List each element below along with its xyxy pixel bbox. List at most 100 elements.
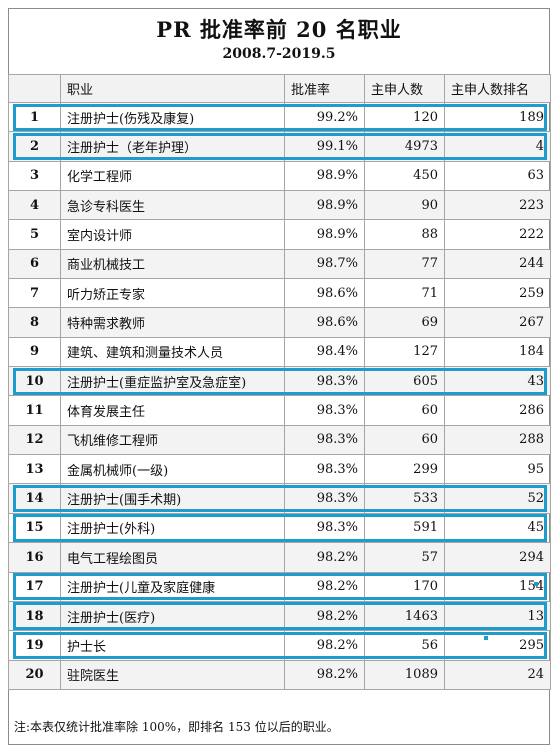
approval-rate-cell: 98.3% — [284, 454, 365, 485]
table-row: 5 室内设计师 98.9% 88 222 — [8, 219, 551, 250]
table-row: 6 商业机械技工 98.7% 77 244 — [8, 248, 551, 280]
rank-cell: 1 — [8, 101, 61, 133]
occupation-cell: 体育发展主任 — [60, 395, 285, 426]
header-applicant-rank: 主申人数排名 — [444, 74, 551, 103]
row-highlight-box — [12, 132, 547, 161]
table-row: 7 听力矫正专家 98.6% 71 259 — [8, 278, 551, 309]
table-row: 11 体育发展主任 98.3% 60 286 — [8, 395, 551, 426]
row-highlight-box — [12, 367, 547, 395]
occupation-cell: 急诊专科医生 — [60, 190, 285, 221]
applicants-cell: 170 — [364, 571, 445, 602]
applicant-rank-cell: 184 — [444, 336, 551, 368]
header-approval-rate: 批准率 — [284, 74, 365, 103]
occupation-cell: 注册护士（老年护理） — [60, 131, 285, 162]
approval-rate-cell: 98.9% — [284, 190, 365, 221]
applicants-cell: 60 — [364, 395, 445, 426]
table-row: 12 飞机维修工程师 98.3% 60 288 — [8, 424, 551, 456]
row-highlight-box — [12, 514, 547, 542]
applicants-cell: 1089 — [364, 659, 445, 690]
approval-rate-cell: 98.3% — [284, 366, 365, 397]
approval-rate-cell: 99.1% — [284, 131, 365, 162]
applicants-cell: 77 — [364, 248, 445, 280]
row-highlight-box — [12, 484, 547, 513]
approval-rate-cell: 98.7% — [284, 248, 365, 280]
table-row: 9 建筑、建筑和测量技术人员 98.4% 127 184 — [8, 336, 551, 368]
occupation-cell: 室内设计师 — [60, 219, 285, 250]
rank-cell: 16 — [8, 542, 61, 573]
occupation-cell: 建筑、建筑和测量技术人员 — [60, 336, 285, 368]
approval-rate-cell: 98.6% — [284, 307, 365, 338]
header-rank — [8, 74, 61, 103]
applicant-rank-cell: 52 — [444, 483, 551, 514]
table-row: 16 电气工程绘图员 98.2% 57 294 — [8, 542, 551, 573]
occupation-cell: 注册护士(重症监护室及急症室) — [60, 366, 285, 397]
rank-cell: 7 — [8, 278, 61, 309]
occupation-cell: 化学工程师 — [60, 160, 285, 192]
table-row: 8 特种需求教师 98.6% 69 267 — [8, 307, 551, 338]
occupation-cell: 注册护士(伤残及康复) — [60, 101, 285, 133]
approval-rate-cell: 98.3% — [284, 395, 365, 426]
applicant-rank-cell: 13 — [444, 600, 551, 632]
occupation-cell: 金属机械师(一级) — [60, 454, 285, 485]
rank-cell: 4 — [8, 190, 61, 221]
blue-dot-mark — [534, 582, 538, 586]
table-row: 14 注册护士(围手术期) 98.3% 533 52 — [8, 483, 551, 514]
page-subtitle: 2008.7-2019.5 — [222, 46, 336, 62]
table-row: 1 注册护士(伤残及康复) 99.2% 120 189 — [8, 101, 551, 133]
applicant-rank-cell: 288 — [444, 424, 551, 456]
applicant-rank-cell: 223 — [444, 190, 551, 221]
table-row: 2 注册护士（老年护理） 99.1% 4973 4 — [8, 131, 551, 162]
table-row: 4 急诊专科医生 98.9% 90 223 — [8, 190, 551, 221]
page-title: PR 批准率前 20 名职业 — [156, 17, 402, 42]
applicants-cell: 60 — [364, 424, 445, 456]
row-highlight-box — [12, 602, 547, 630]
applicant-rank-cell: 286 — [444, 395, 551, 426]
approval-rate-cell: 98.3% — [284, 424, 365, 456]
table-body: 1 注册护士(伤残及康复) 99.2% 120 189 2 注册护士（老年护理） 99.1% 4… — [8, 101, 551, 690]
table-header-row: 职业 批准率 主申人数 主申人数排名 — [8, 74, 551, 103]
occupation-cell: 听力矫正专家 — [60, 278, 285, 309]
occupation-cell: 驻院医生 — [60, 659, 285, 690]
rank-cell: 11 — [8, 395, 61, 426]
header-occupation: 职业 — [60, 74, 285, 103]
occupation-cell: 护士长 — [60, 630, 285, 661]
approval-rate-cell: 98.2% — [284, 630, 365, 661]
approval-rate-cell: 98.2% — [284, 600, 365, 632]
applicant-rank-cell: 24 — [444, 659, 551, 690]
rank-cell: 10 — [8, 366, 61, 397]
occupation-cell: 注册护士(围手术期) — [60, 483, 285, 514]
applicants-cell: 120 — [364, 101, 445, 133]
occupation-cell: 电气工程绘图员 — [60, 542, 285, 573]
applicants-cell: 71 — [364, 278, 445, 309]
row-highlight-box — [12, 573, 547, 601]
rank-cell: 5 — [8, 219, 61, 250]
rank-cell: 3 — [8, 160, 61, 192]
rank-cell: 13 — [8, 454, 61, 485]
approval-rate-cell: 98.6% — [284, 278, 365, 309]
rank-cell: 18 — [8, 600, 61, 632]
applicant-rank-cell: 244 — [444, 248, 551, 280]
blue-dot-mark — [484, 636, 488, 640]
row-highlight-box — [12, 103, 547, 131]
table-row: 10 注册护士(重症监护室及急症室) 98.3% 605 43 — [8, 366, 551, 397]
applicants-cell: 127 — [364, 336, 445, 368]
rank-cell: 8 — [8, 307, 61, 338]
table-row: 18 注册护士(医疗) 98.2% 1463 13 — [8, 600, 551, 632]
rank-cell: 12 — [8, 424, 61, 456]
occupation-cell: 特种需求教师 — [60, 307, 285, 338]
occupation-cell: 飞机维修工程师 — [60, 424, 285, 456]
rank-cell: 14 — [8, 483, 61, 514]
rank-cell: 9 — [8, 336, 61, 368]
applicant-rank-cell: 222 — [444, 219, 551, 250]
header-applicants: 主申人数 — [364, 74, 445, 103]
applicant-rank-cell: 259 — [444, 278, 551, 309]
applicants-cell: 90 — [364, 190, 445, 221]
applicant-rank-cell: 95 — [444, 454, 551, 485]
approval-rate-cell: 98.9% — [284, 219, 365, 250]
applicant-rank-cell: 63 — [444, 160, 551, 192]
approval-rate-cell: 98.9% — [284, 160, 365, 192]
applicants-cell: 299 — [364, 454, 445, 485]
applicant-rank-cell: 4 — [444, 131, 551, 162]
applicants-cell: 450 — [364, 160, 445, 192]
rank-cell: 20 — [8, 659, 61, 690]
